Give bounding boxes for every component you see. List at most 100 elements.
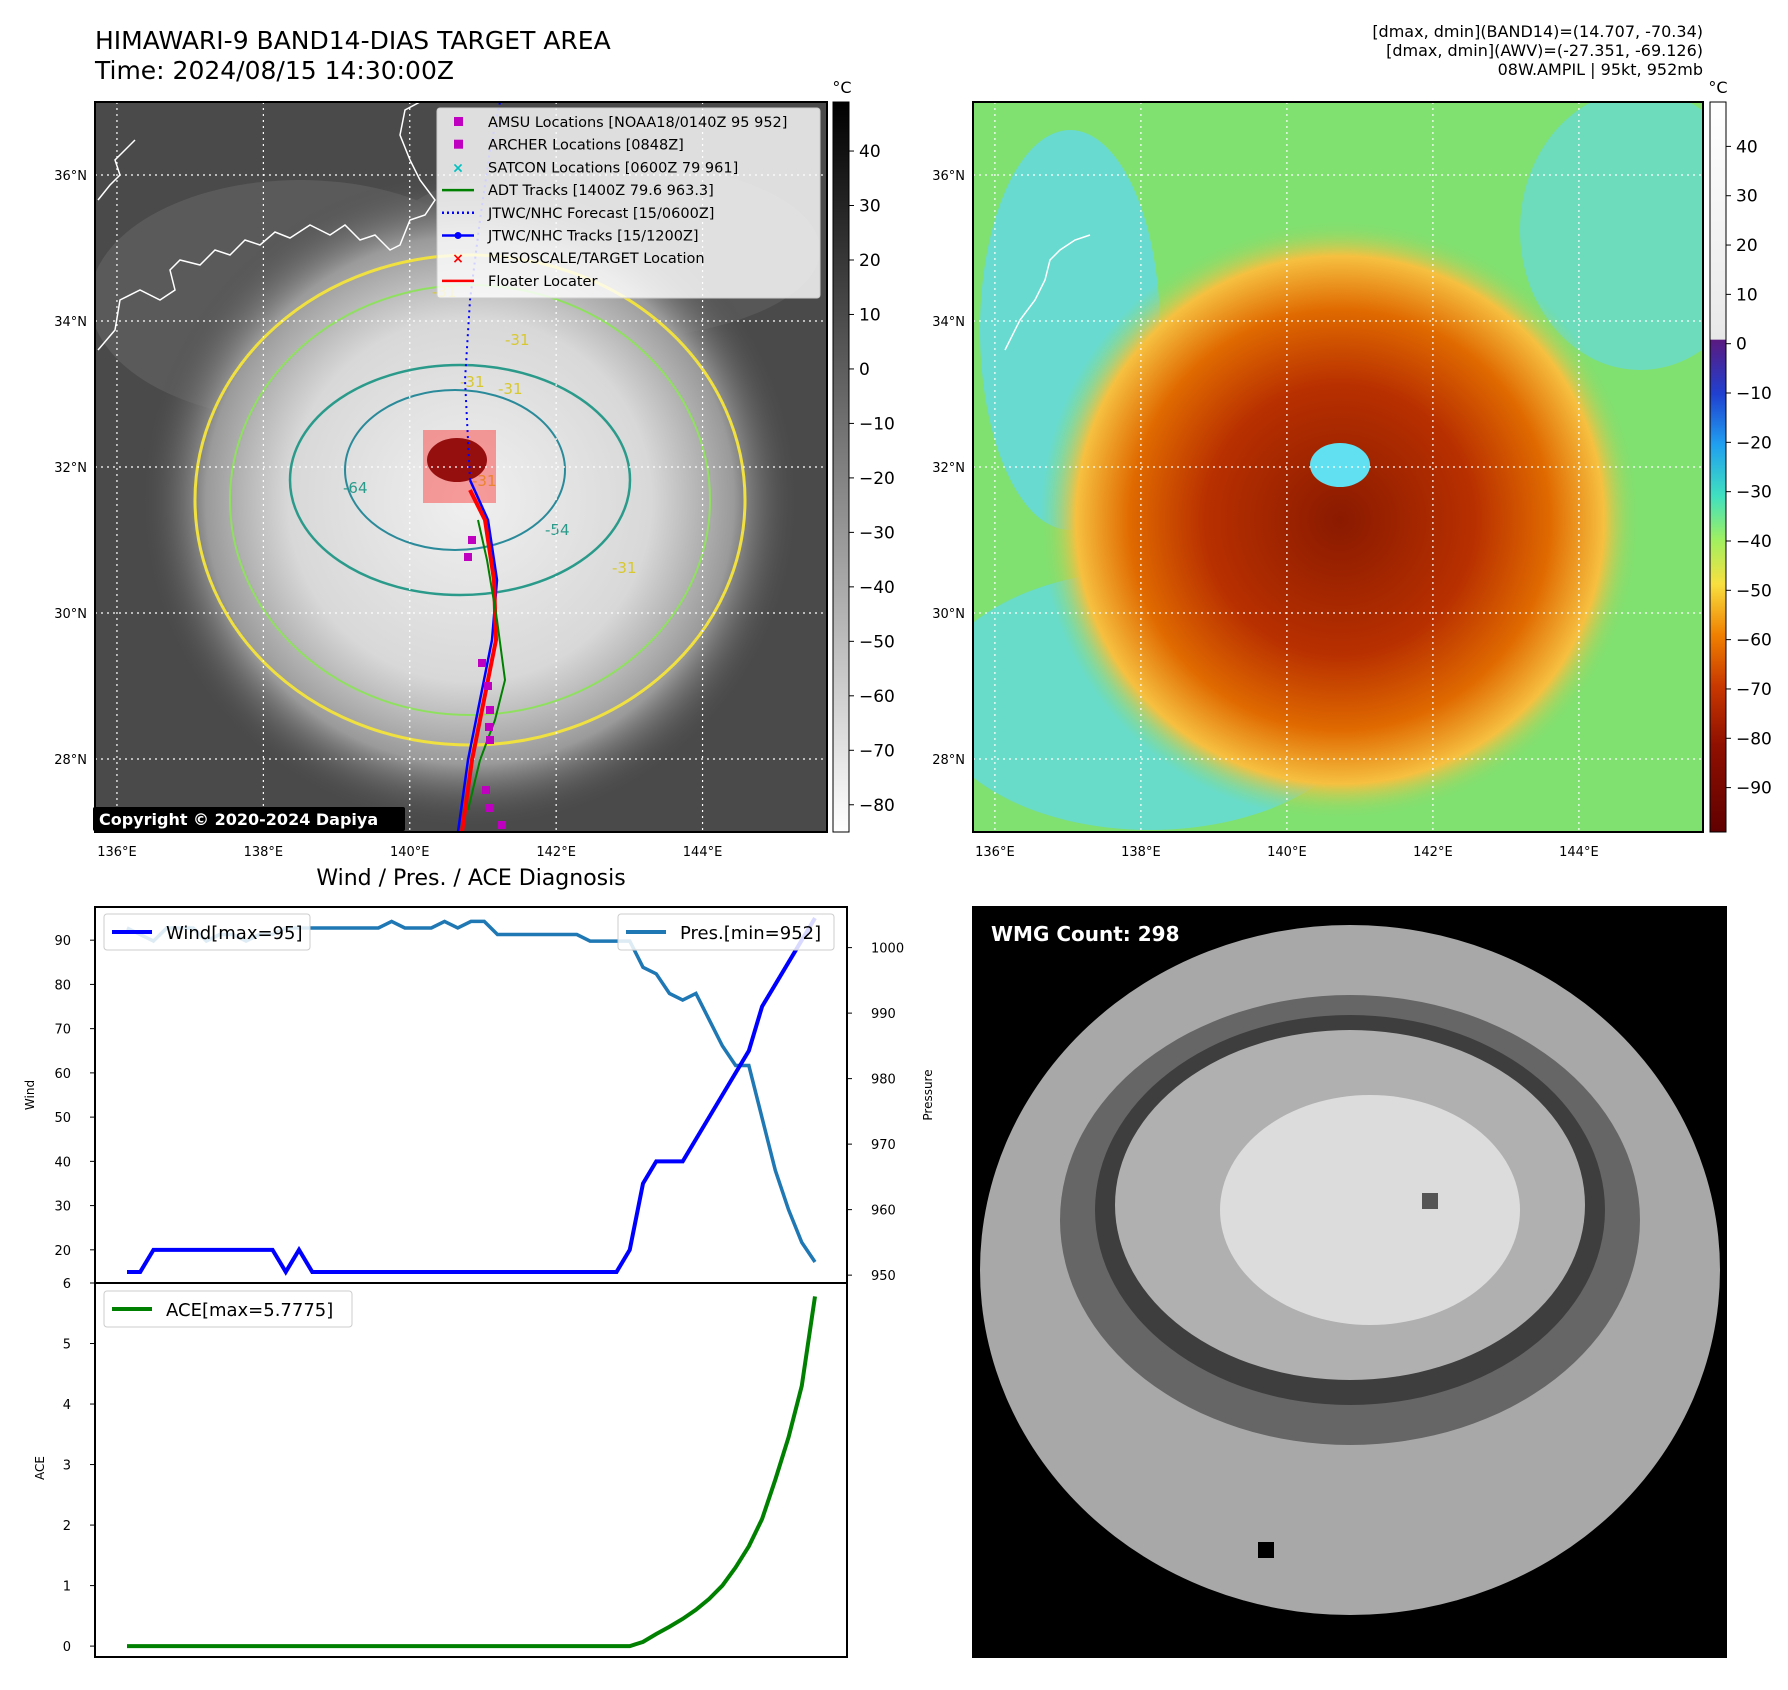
legend-box <box>103 913 311 951</box>
wind-pressure-frame <box>94 906 848 1284</box>
legend-marker <box>454 117 463 126</box>
lon-tick-label: 138°E <box>244 845 284 860</box>
awv-eye <box>1310 443 1370 487</box>
wind-tick-label: 90 <box>54 934 71 949</box>
colorbar-tick-label: 40 <box>1736 137 1758 157</box>
colorbar-tick-label: 20 <box>859 251 881 271</box>
wmg-eye-pixel <box>1422 1193 1438 1209</box>
wind-legend: Wind[max=95] <box>103 913 311 951</box>
wind-pressure-plot: 20 30 40 50 60 70 80 90 950 960 970 980 990 1000 <box>54 917 904 1284</box>
legend-label: Floater Locater <box>488 274 597 290</box>
wind-ylabel: Wind <box>23 1080 37 1110</box>
ace-tick-label: 4 <box>63 1398 71 1413</box>
colorbar-tick-label: 0 <box>1736 335 1747 355</box>
awv-colorbar-ticks: 40 30 20 10 0 −10 −20 −30 −40 −50 −60 −70 −80 −90 <box>1726 137 1772 799</box>
lat-tick-label: 28°N <box>54 753 87 768</box>
amsu-marker <box>478 659 486 667</box>
colorbar-tick-label: −60 <box>1736 631 1772 651</box>
ace-tick-label: 2 <box>63 1519 71 1534</box>
colorbar-tick-label: 30 <box>1736 187 1758 207</box>
figure-title: HIMAWARI-9 BAND14-DIAS TARGET AREA Time: … <box>95 26 611 85</box>
legend-box <box>103 1290 353 1328</box>
diagnosis-title: Wind / Pres. / ACE Diagnosis <box>316 866 625 891</box>
wind-line <box>127 917 817 1276</box>
jtwc-track <box>456 479 499 832</box>
colorbar-tick-label: −30 <box>859 523 895 543</box>
pressure-line <box>126 919 817 1264</box>
pressure-tick-label: 1000 <box>871 942 904 957</box>
awv-storm <box>1040 220 1640 820</box>
contour-label: -64 <box>343 479 368 497</box>
colorbar-tick-label: −80 <box>859 796 895 816</box>
wind-tick-label: 60 <box>54 1067 71 1082</box>
contour-label: -54 <box>545 521 570 539</box>
legend-label: ARCHER Locations [0848Z] <box>488 138 684 154</box>
wmg-inner-eyewall <box>1220 1095 1520 1325</box>
copyright-text: Copyright © 2020-2024 Dapiya <box>99 810 378 829</box>
ir-eye-core <box>427 438 487 482</box>
colorbar-tick-label: −70 <box>859 741 895 761</box>
amsu-marker <box>464 553 472 561</box>
awv-gridlines <box>973 102 1703 832</box>
lat-tick-label: 30°N <box>54 607 87 622</box>
pressure-tick-label: 950 <box>871 1269 896 1284</box>
awv-axis-ticks: 136°E 138°E 140°E 142°E 144°E 28°N 30°N 32°N 34°… <box>932 169 1598 860</box>
contour-line <box>344 389 566 551</box>
amsu-marker <box>482 786 490 794</box>
legend-label: JTWC/NHC Forecast [15/0600Z] <box>487 206 714 222</box>
storm-info: [dmax, dmin](BAND14)=(14.707, -70.34) [d… <box>1372 22 1703 79</box>
colorbar-tick-label: 0 <box>859 360 870 380</box>
colorbar-tick-label: −20 <box>1736 433 1772 453</box>
coastline <box>97 139 136 201</box>
coastline <box>1004 234 1091 351</box>
ace-tick-label: 1 <box>63 1580 71 1595</box>
diagnosis-panel: Wind / Pres. / ACE Diagnosis 20304050607… <box>23 866 935 1658</box>
legend-label: SATCON Locations [0600Z 79 961] <box>488 160 738 176</box>
pressure-ylabel: Pressure <box>921 1069 935 1120</box>
legend-marker: × <box>452 160 464 176</box>
wmg-pixel <box>1258 1542 1274 1558</box>
wmg-count-label: WMG Count: 298 <box>991 922 1180 946</box>
amsu-marker <box>498 821 506 829</box>
pressure-legend-label: Pres.[min=952] <box>680 923 821 944</box>
wind-tick-label: 40 <box>54 1155 71 1170</box>
amsu-marker <box>486 706 494 714</box>
colorbar-tick-label: 30 <box>859 197 881 217</box>
legend-marker: × <box>452 251 464 267</box>
wind-tick-label: 20 <box>54 1244 71 1259</box>
colorbar-tick-label: −30 <box>1736 483 1772 503</box>
lon-tick-label: 136°E <box>975 845 1015 860</box>
lat-tick-label: 32°N <box>54 461 87 476</box>
wmg-panel: WMG Count: 298 <box>972 906 1727 1658</box>
colorbar-tick-label: −10 <box>859 414 895 434</box>
pressure-tick-label: 980 <box>871 1073 896 1088</box>
colorbar-tick-label: −90 <box>1736 779 1772 799</box>
amsu-locations <box>464 536 506 829</box>
contour-label: -31 <box>498 380 523 398</box>
ir-colorbar-unit: °C <box>832 78 851 97</box>
legend-marker <box>454 139 463 149</box>
colorbar-tick-label: −20 <box>859 469 895 489</box>
wind-tick-label: 80 <box>54 978 71 993</box>
contour-label: -31 <box>472 472 497 490</box>
wind-tick-label: 70 <box>54 1023 71 1038</box>
ir-frame <box>94 101 828 833</box>
ir-axis-ticks: 136°E 138°E 140°E 142°E 144°E 28°N 30°N 32°N 34°… <box>54 169 722 860</box>
contour-label: -31 <box>505 331 530 349</box>
legend-marker <box>454 232 462 239</box>
ace-ylabel: ACE <box>33 1456 47 1480</box>
amsu-marker <box>484 682 492 690</box>
awv-panel: 136°E 138°E 140°E 142°E 144°E 28°N 30°N 32°N 34°… <box>932 78 1772 860</box>
legend-label: MESOSCALE/TARGET Location <box>488 251 705 267</box>
legend-label: JTWC/NHC Tracks [15/1200Z] <box>487 229 699 245</box>
ir-panel: -31-31-31-31-64-54-31-31 136°E138°E140°E… <box>54 78 895 860</box>
ace-tick-label: 6 <box>63 1277 71 1292</box>
colorbar-tick-label: 10 <box>1736 285 1758 305</box>
lat-tick-label: 30°N <box>932 607 965 622</box>
amsu-marker <box>486 736 494 744</box>
floater-track <box>460 489 499 832</box>
awv-colorbar-unit: °C <box>1708 78 1727 97</box>
ir-legend: AMSU Locations [NOAA18/0140Z 95 952] ARCH… <box>436 107 821 299</box>
lat-tick-label: 28°N <box>932 753 965 768</box>
